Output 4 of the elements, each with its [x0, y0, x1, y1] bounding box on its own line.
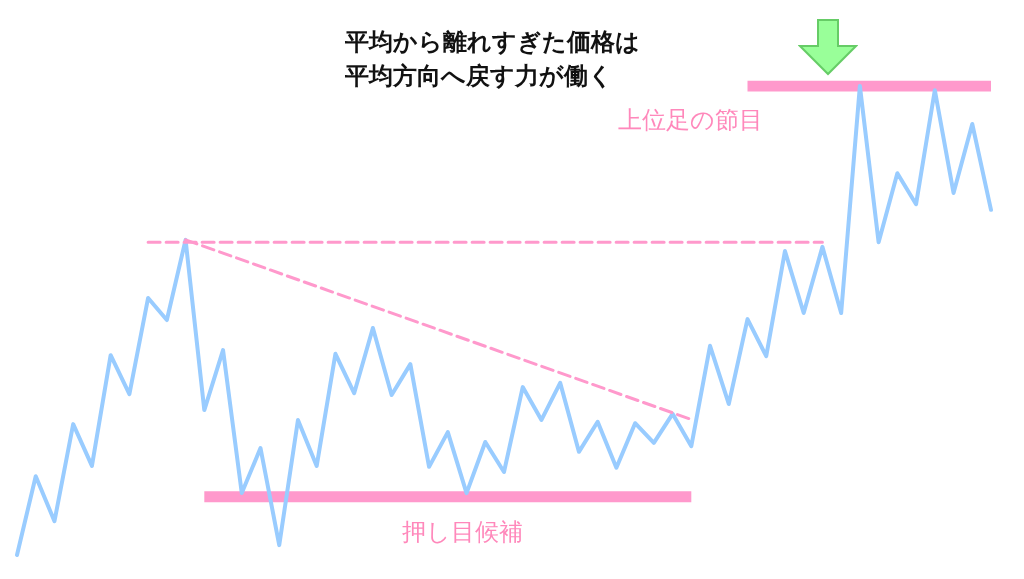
- annotation: 平均方向へ戻す力が働く: [344, 62, 613, 90]
- annotation: 上位足の節目: [617, 106, 763, 134]
- annotation: 押し目候補: [401, 518, 523, 546]
- text: 平均から離れすぎた価格は: [344, 28, 640, 56]
